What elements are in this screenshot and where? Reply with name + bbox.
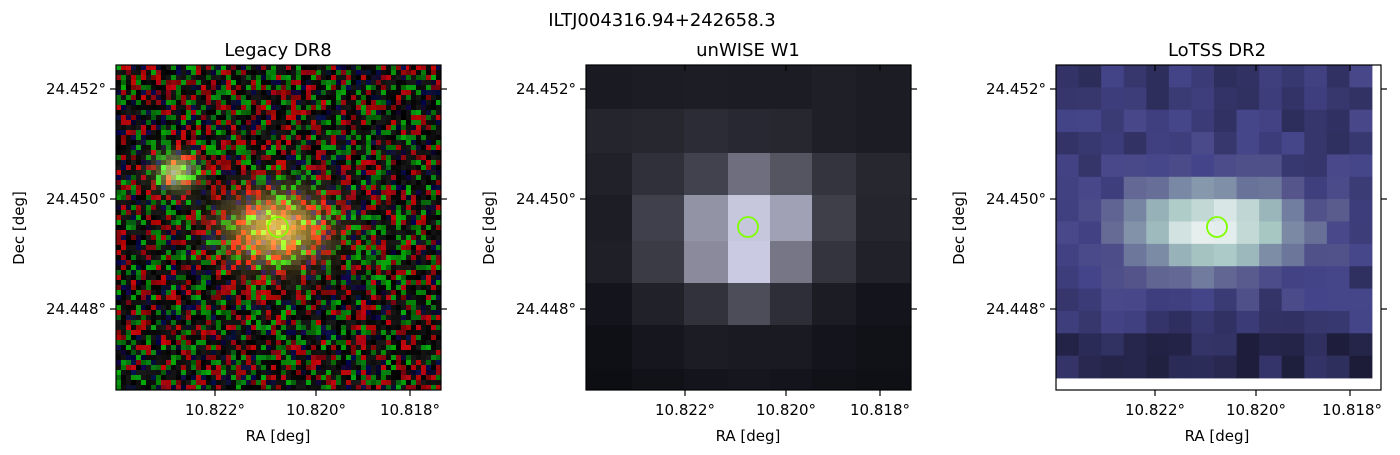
x-tick-label: 10.820° (286, 401, 346, 419)
y-axis-label: Dec [deg] (10, 191, 28, 265)
panel-title: unWISE W1 (696, 40, 800, 61)
x-tick-label: 10.822° (655, 401, 715, 419)
panel-lotss-dr2: LoTSS DR2 10.822° 10.820° 10.818° 24.452… (950, 40, 1387, 445)
tick-marks (110, 65, 447, 396)
panel-title: Legacy DR8 (224, 40, 331, 61)
x-axis-label: RA [deg] (716, 427, 781, 445)
x-axis-label: RA [deg] (1185, 427, 1250, 445)
panel-legacy-dr8: Legacy DR8 10.822° 10.820° 10.818° 24.45… (10, 40, 447, 445)
source-marker-circle (267, 216, 289, 238)
tick-marks (580, 65, 917, 396)
y-tick-label: 24.448° (516, 300, 576, 318)
y-tick-label: 24.450° (46, 190, 106, 208)
x-tick-label: 10.822° (185, 401, 245, 419)
source-marker-circle (1206, 216, 1228, 238)
y-tick-label: 24.452° (46, 80, 106, 98)
lotss-dr2-image (1056, 65, 1373, 379)
x-tick-label: 10.820° (1226, 401, 1286, 419)
x-tick-label: 10.818° (1322, 401, 1382, 419)
y-tick-label: 24.452° (986, 80, 1046, 98)
x-tick-label: 10.822° (1125, 401, 1185, 419)
y-tick-label: 24.448° (46, 300, 106, 318)
x-axis-label: RA [deg] (246, 427, 311, 445)
figure-suptitle: ILTJ004316.94+242658.3 (548, 10, 775, 31)
y-tick-label: 24.452° (516, 80, 576, 98)
legacy-dr8-image (116, 65, 442, 391)
x-tick-label: 10.820° (756, 401, 816, 419)
axes-frame (585, 64, 912, 391)
y-tick-label: 24.450° (986, 190, 1046, 208)
unwise-w1-image (586, 65, 912, 391)
x-tick-label: 10.818° (850, 401, 910, 419)
source-marker-circle (737, 216, 759, 238)
panel-title: LoTSS DR2 (1168, 40, 1266, 61)
y-tick-label: 24.450° (516, 190, 576, 208)
axes-frame (115, 64, 442, 391)
y-tick-label: 24.448° (986, 300, 1046, 318)
panel-unwise-w1: unWISE W1 10.822° 10.820° 10.818° 24.452… (480, 40, 917, 445)
axes-frame (1055, 64, 1382, 391)
tick-marks (1050, 65, 1387, 396)
y-axis-label: Dec [deg] (950, 191, 968, 265)
x-tick-label: 10.818° (380, 401, 440, 419)
y-axis-label: Dec [deg] (480, 191, 498, 265)
